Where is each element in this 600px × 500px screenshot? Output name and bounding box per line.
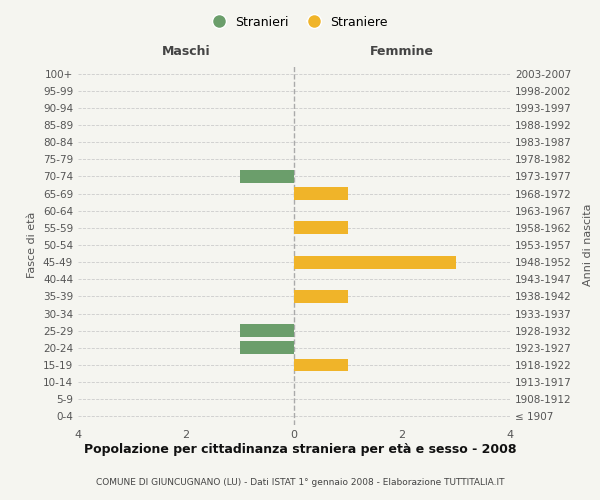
Text: Maschi: Maschi (161, 45, 211, 58)
Bar (240, 324, 294, 337)
Bar (240, 342, 294, 354)
Bar (294, 256, 456, 268)
Y-axis label: Fasce di età: Fasce di età (28, 212, 37, 278)
Legend: Stranieri, Straniere: Stranieri, Straniere (208, 11, 392, 34)
Bar (294, 187, 348, 200)
Bar (240, 170, 294, 183)
Text: COMUNE DI GIUNCUGNANO (LU) - Dati ISTAT 1° gennaio 2008 - Elaborazione TUTTITALI: COMUNE DI GIUNCUGNANO (LU) - Dati ISTAT … (96, 478, 504, 487)
Text: Femmine: Femmine (370, 45, 434, 58)
Y-axis label: Anni di nascita: Anni di nascita (583, 204, 593, 286)
Bar (294, 290, 348, 303)
Bar (294, 358, 348, 372)
Bar (294, 222, 348, 234)
Text: Popolazione per cittadinanza straniera per età e sesso - 2008: Popolazione per cittadinanza straniera p… (84, 442, 516, 456)
